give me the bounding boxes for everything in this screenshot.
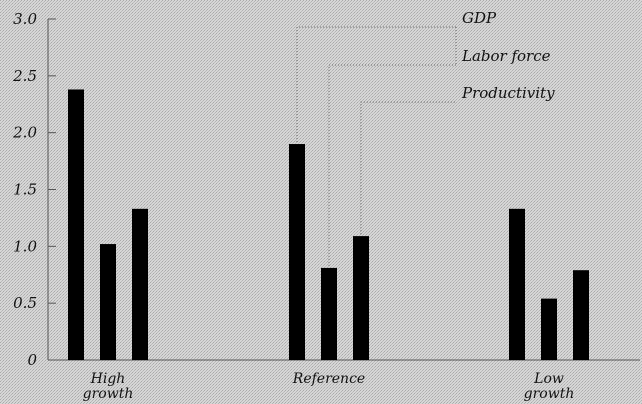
category-label: Reference	[292, 371, 365, 387]
y-tick-label: 2.5	[12, 67, 37, 85]
category-label: High	[90, 371, 126, 387]
category-label-line2: growth	[524, 386, 575, 402]
bar-productivity	[573, 270, 589, 360]
bar-productivity	[353, 236, 369, 360]
bar-productivity	[132, 208, 148, 360]
bars	[68, 89, 589, 361]
bar-gdp	[289, 144, 305, 360]
callout-leader	[360, 101, 456, 235]
y-tick-label: 1.5	[13, 181, 37, 199]
legend-label: Labor force	[461, 47, 551, 65]
bar-labor-force	[541, 298, 557, 360]
bar-gdp	[509, 208, 525, 360]
legend-callouts: GDP Labor force Productivity	[296, 9, 555, 266]
y-tick-label: 0.5	[13, 294, 37, 312]
callout-leader	[328, 64, 456, 266]
y-tick-label: 3.0	[13, 10, 37, 28]
y-tick-label: 0	[27, 351, 37, 369]
bar-labor-force	[321, 267, 337, 360]
bar-gdp	[68, 89, 84, 361]
y-tick-label: 2.0	[12, 124, 37, 142]
y-axis: 0 0.5 1.0 1.5 2.0 2.5 3.0	[12, 10, 640, 369]
category-label: Low	[533, 371, 564, 387]
legend-label: GDP	[462, 9, 497, 27]
legend-label: Productivity	[461, 84, 555, 102]
category-label-line2: growth	[83, 386, 134, 402]
y-tick-label: 1.0	[13, 237, 37, 255]
bar-labor-force	[100, 244, 116, 360]
